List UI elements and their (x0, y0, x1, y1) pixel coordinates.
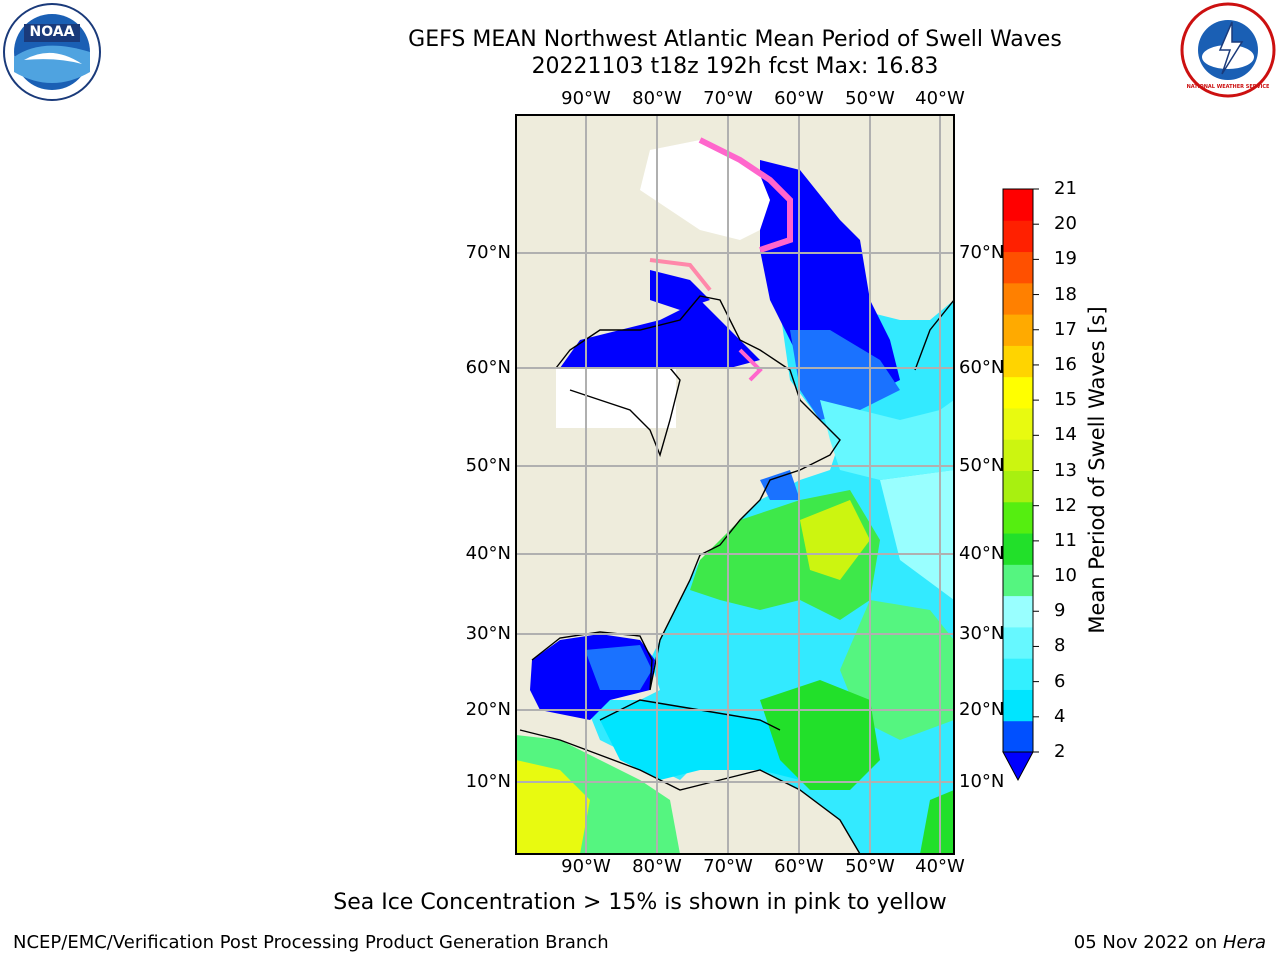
colorbar-tick-label: 20 (1054, 213, 1077, 235)
colorbar-segment (1003, 220, 1033, 253)
noaa-logo-text: NOAA (29, 24, 75, 40)
lon-label-top: 90°W (561, 88, 611, 109)
colorbar-tick-label: 13 (1054, 459, 1077, 481)
colorbar-segment (1003, 376, 1033, 409)
footer-date-text: 05 Nov 2022 on (1073, 932, 1223, 953)
lat-label-right: 60°N (959, 357, 1005, 378)
lon-label-bottom: 70°W (703, 856, 753, 877)
colorbar-segment (1003, 595, 1033, 628)
colorbar-segment (1003, 345, 1033, 378)
colorbar-segment (1003, 407, 1033, 440)
map-grid (516, 115, 954, 854)
colorbar-tick-label: 11 (1054, 529, 1077, 551)
lat-label-right: 50°N (959, 455, 1005, 476)
colorbar-segment (1003, 626, 1033, 659)
footer-host: Hera (1222, 932, 1266, 953)
colorbar-segment (1003, 251, 1033, 284)
lat-label-right: 20°N (959, 699, 1005, 720)
colorbar-segment (1003, 533, 1033, 565)
map-frame (515, 114, 955, 855)
nws-logo-text: NATIONAL WEATHER SERVICE (1186, 84, 1270, 90)
lat-label-right: 10°N (959, 771, 1005, 792)
colorbar-tick-label: 21 (1054, 178, 1077, 199)
ocean-caribbean (600, 700, 800, 780)
colorbar-tick-label: 19 (1054, 248, 1077, 270)
lat-label-left: 60°N (465, 357, 511, 378)
lat-label-left: 70°N (465, 242, 511, 263)
colorbar-segment (1003, 189, 1033, 221)
colorbar-tick-label: 4 (1054, 705, 1066, 727)
colorbar-segment (1003, 501, 1033, 534)
colorbar-segment (1003, 658, 1033, 690)
lon-label-top: 50°W (845, 88, 895, 109)
colorbar-segment (1003, 720, 1033, 753)
colorbar-segment (1003, 439, 1033, 471)
colorbar-segment (1003, 564, 1033, 597)
lon-label-bottom: 40°W (915, 856, 965, 877)
arctic-sea-ice (640, 140, 770, 240)
lon-label-top: 60°W (774, 88, 824, 109)
lon-label-top: 40°W (915, 88, 965, 109)
chart-title: GEFS MEAN Northwest Atlantic Mean Period… (408, 27, 1062, 52)
colorbar-segment (1003, 689, 1033, 722)
colorbar-tick-label: 12 (1054, 494, 1077, 516)
colorbar-tick-label: 6 (1054, 670, 1066, 692)
colorbar-label: Mean Period of Swell Waves [s] (1085, 306, 1109, 634)
lat-label-left: 40°N (465, 543, 511, 564)
lat-label-right: 40°N (959, 543, 1005, 564)
lat-label-left: 50°N (465, 455, 511, 476)
colorbar-under-arrow (1002, 751, 1034, 782)
lat-label-left: 10°N (465, 771, 511, 792)
lat-label-right: 30°N (959, 623, 1005, 644)
lat-label-left: 20°N (465, 699, 511, 720)
lon-label-top: 70°W (703, 88, 753, 109)
sea-ice-footnote: Sea Ice Concentration > 15% is shown in … (333, 890, 947, 915)
colorbar-tick-label: 10 (1054, 565, 1077, 587)
colorbar-tick-label: 2 (1054, 741, 1066, 762)
colorbar-segment (1003, 282, 1033, 315)
colorbar-segment (1003, 470, 1033, 503)
lon-label-bottom: 90°W (561, 856, 611, 877)
colorbar-segment (1003, 314, 1033, 346)
noaa-logo (2, 2, 102, 102)
colorbar-tick-label: 18 (1054, 283, 1077, 305)
lon-label-bottom: 80°W (632, 856, 682, 877)
lat-label-right: 70°N (959, 242, 1005, 263)
lat-label-left: 30°N (465, 623, 511, 644)
colorbar-tick-label: 16 (1054, 353, 1077, 375)
colorbar-tick-label: 15 (1054, 389, 1077, 411)
colorbar-tick-label: 14 (1054, 424, 1077, 446)
colorbar-tick-label: 17 (1054, 318, 1077, 340)
colorbar-tick-label: 8 (1054, 635, 1066, 657)
colorbar (1002, 188, 1039, 782)
lon-label-bottom: 50°W (845, 856, 895, 877)
lon-label-bottom: 60°W (774, 856, 824, 877)
footer-date: 05 Nov 2022 on Hera (1074, 932, 1266, 953)
footer-credit: NCEP/EMC/Verification Post Processing Pr… (13, 932, 609, 953)
ocean-hudson-bay (560, 300, 760, 368)
lon-label-top: 80°W (632, 88, 682, 109)
colorbar-tick-label: 9 (1054, 600, 1066, 622)
nws-logo (1180, 2, 1276, 98)
chart-subtitle: 20221103 t18z 192h fcst Max: 16.83 (531, 54, 939, 79)
